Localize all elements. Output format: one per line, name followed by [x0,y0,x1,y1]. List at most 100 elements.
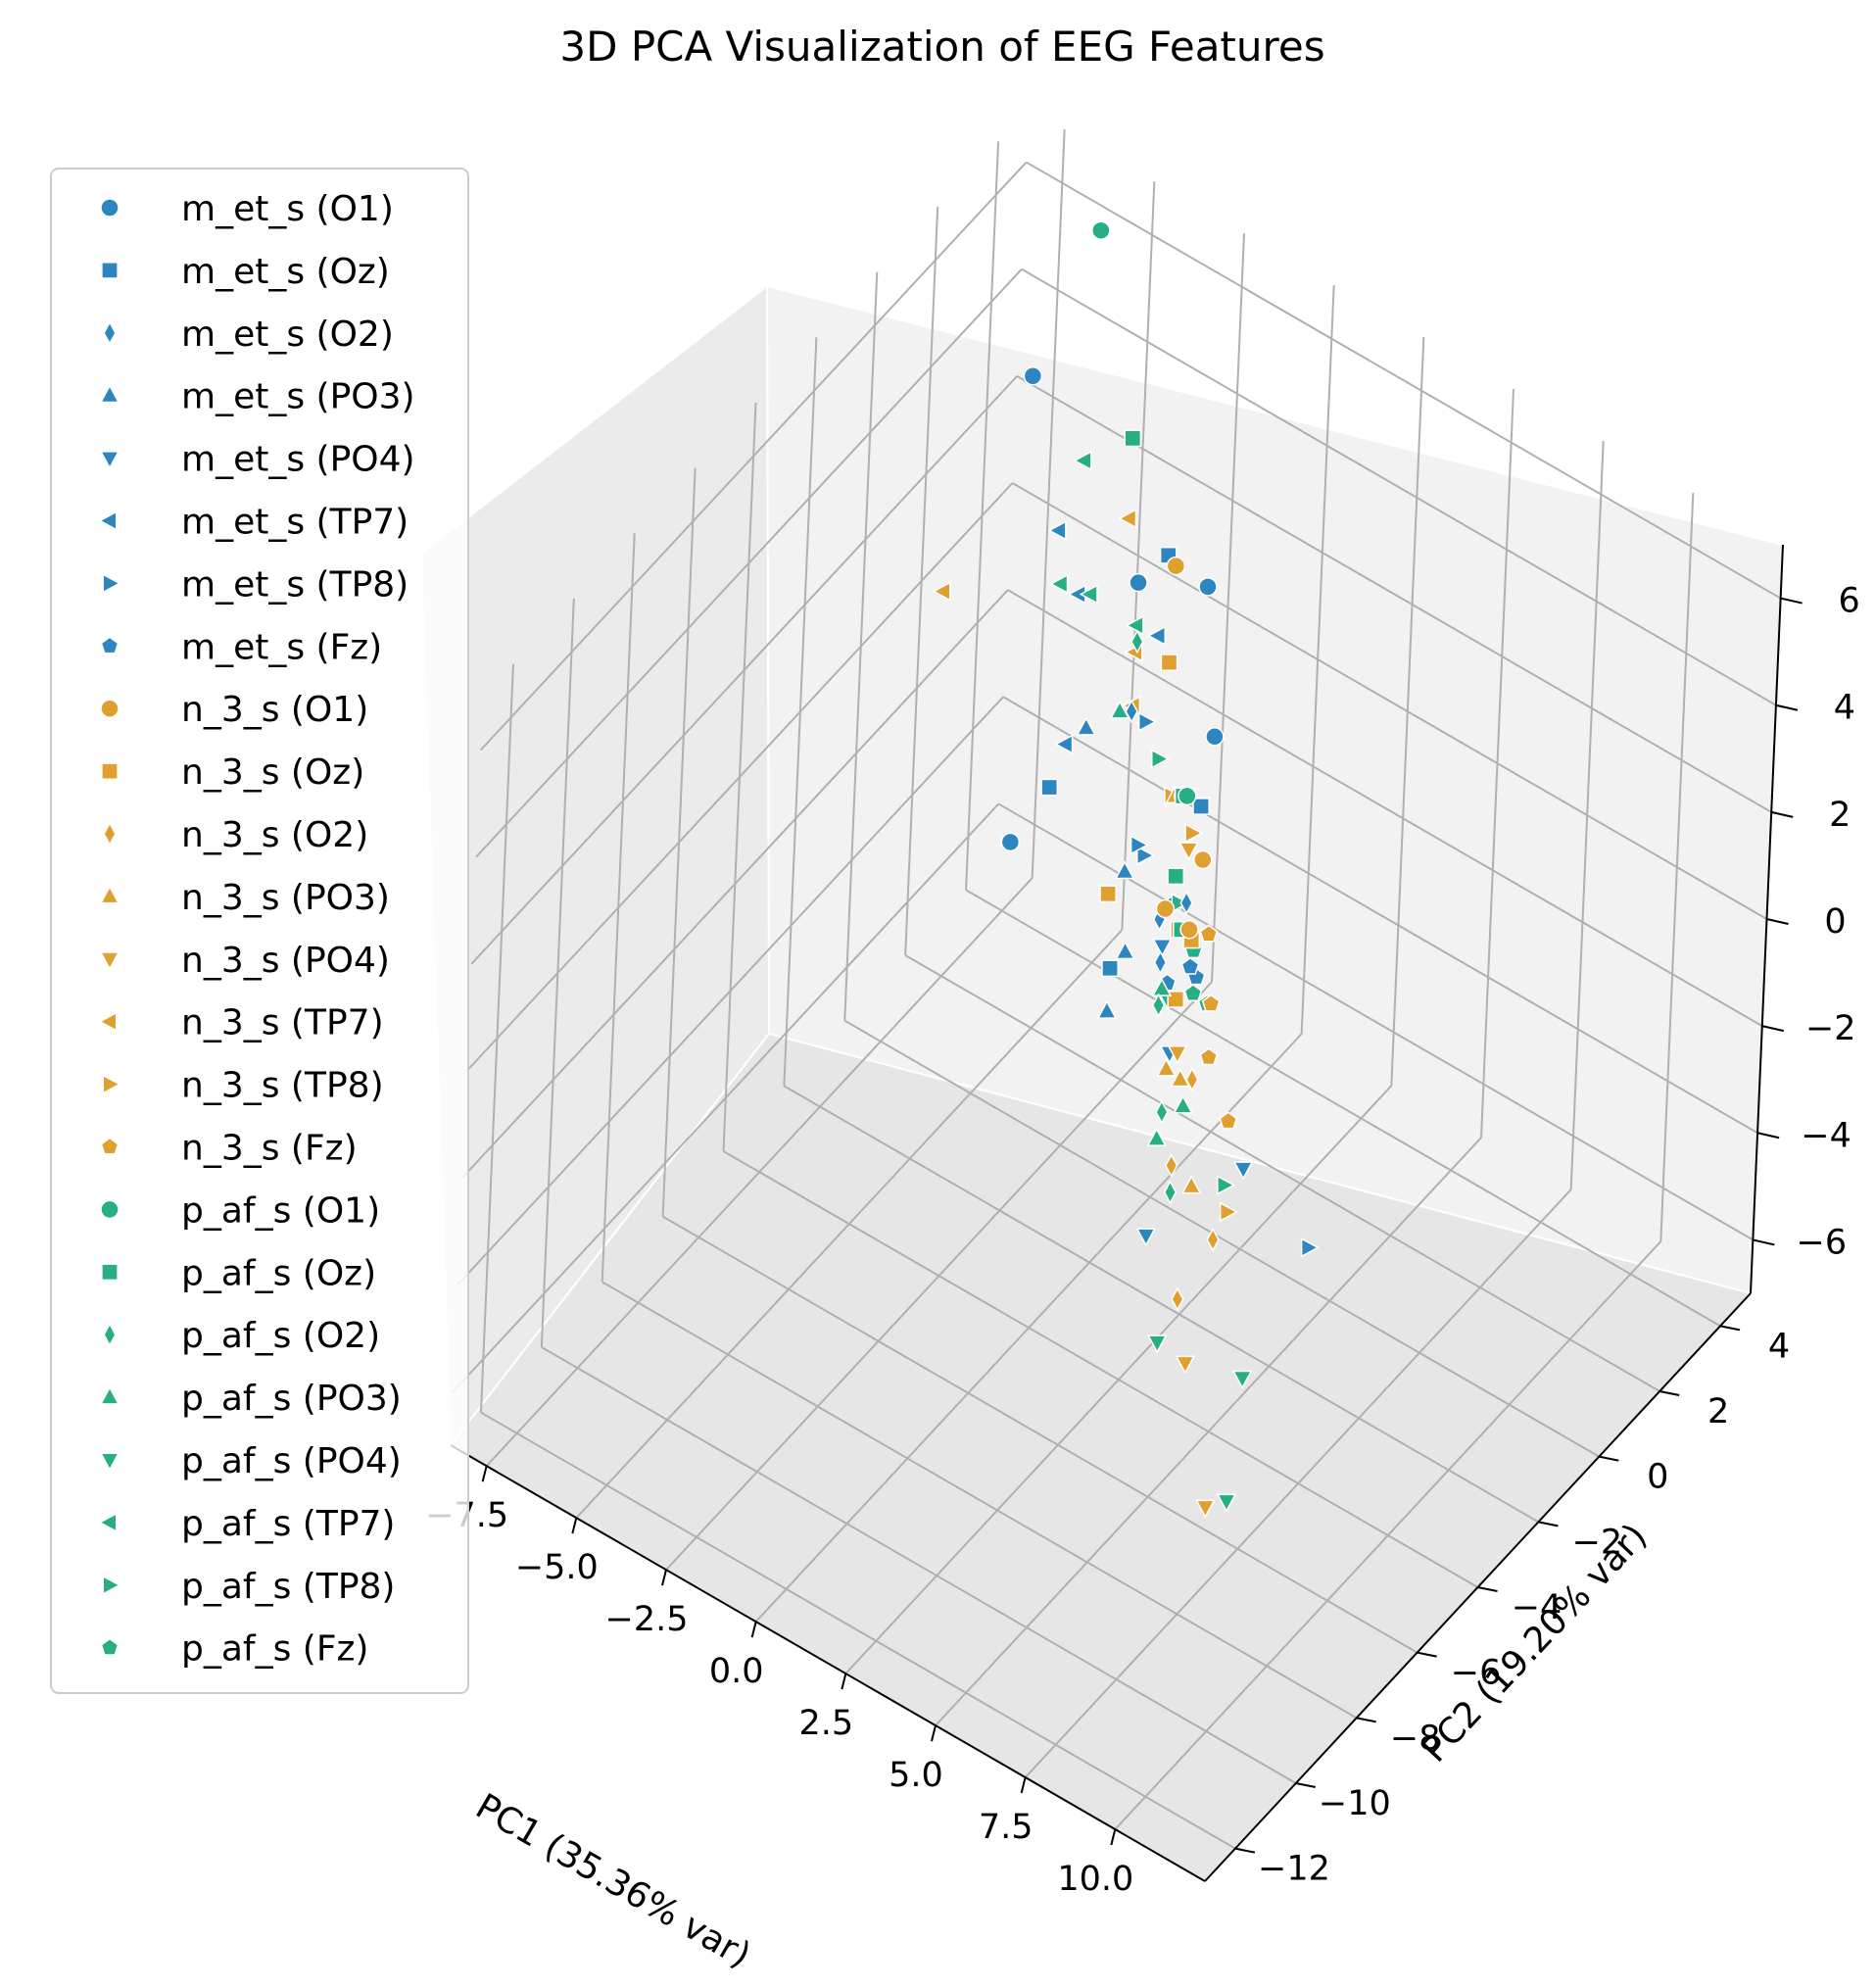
legend-label: p_af_s (TP8) [181,1567,395,1607]
legend-marker [101,1263,119,1282]
data-point [1166,556,1186,576]
y-grid-floor [904,954,1660,1392]
data-point [1205,727,1225,747]
y-grid-floor [480,1411,1236,1850]
legend-label: n_3_s (PO4) [181,941,390,981]
legend-label: p_af_s (O2) [181,1316,380,1356]
z-tick-label: 2 [1829,796,1851,835]
legend-label: m_et_s (O2) [181,315,394,355]
x-tick-label: 7.5 [979,1808,1034,1847]
y-grid-floor [965,889,1721,1328]
legend-label: n_3_s (Fz) [181,1129,358,1169]
legend-marker [103,1322,117,1347]
data-point [1047,520,1067,541]
legend-marker [100,636,120,655]
legend-label: m_et_s (O1) [181,189,394,229]
x-tick [931,1724,937,1742]
legend-marker [99,885,120,904]
x-tick [661,1569,667,1586]
legend-label: p_af_s (Oz) [181,1253,376,1293]
data-point [1164,1153,1178,1178]
x-tick [481,1465,488,1482]
data-point [1101,959,1119,978]
y-tick [1659,1390,1680,1396]
legend-marker [99,1452,120,1472]
data-point [1179,891,1193,915]
data-point [1185,1067,1199,1092]
x-tick-label: 5.0 [889,1756,943,1795]
z-tick-label: 4 [1834,689,1855,728]
y-tick-label: 4 [1768,1327,1790,1366]
legend-marker [99,951,120,971]
legend-label: p_af_s (PO4) [181,1441,402,1481]
legend-label: n_3_s (O1) [181,690,368,730]
data-point [1180,956,1200,975]
legend-label: m_et_s (TP8) [181,564,409,605]
data-point [1300,1237,1320,1258]
z-tick [1780,597,1803,605]
data-point [1180,1175,1202,1194]
data-point [1152,939,1173,957]
data-point [1146,1334,1168,1354]
data-point [1184,823,1204,844]
legend-marker [102,1575,121,1596]
z-grid-side [457,696,1004,1285]
legend-marker [100,1637,120,1656]
data-point [1178,842,1199,861]
legend-marker [101,762,119,780]
chart-title: 3D PCA Visualization of EEG Features [559,23,1324,71]
y-tick [1417,1651,1437,1658]
legend-label: m_et_s (Fz) [181,627,382,667]
legend-label: n_3_s (PO3) [181,878,390,918]
y-tick [1538,1521,1559,1527]
data-point [1219,1201,1238,1223]
z-grid-back [1007,589,1763,1028]
data-point [1147,625,1167,647]
y-tick-label: −4 [1512,1588,1562,1627]
grid-lines [452,129,1782,1850]
y-tick-label: −6 [1451,1654,1502,1693]
legend-marker [98,510,118,531]
z-tick-label: −2 [1805,1009,1856,1048]
x-tick [750,1621,757,1638]
data-point [1153,949,1168,975]
x-tick-label: 0.0 [709,1652,764,1691]
legend-label: m_et_s (TP7) [181,503,409,543]
x-tick [841,1673,847,1690]
legend-label: p_af_s (O1) [181,1190,380,1231]
z-grid-back [1002,696,1758,1135]
z-grid-back [1021,267,1777,706]
legend-marker [98,1011,118,1032]
data-point [1179,920,1199,940]
data-point [1199,1047,1219,1066]
data-point [1232,1161,1254,1181]
y-grid-floor [601,1281,1358,1720]
legend-label: p_af_s (Fz) [181,1629,368,1670]
data-point [1155,1099,1169,1125]
data-point [1167,991,1185,1008]
data-point [1206,1227,1220,1252]
data-point [1109,700,1130,719]
y-tick [1234,1847,1256,1854]
data-point [1231,1370,1253,1389]
legend-marker [100,1137,120,1155]
legend-label: m_et_s (PO4) [181,440,415,480]
data-point [1171,1286,1184,1312]
legend-marker [100,1199,120,1220]
y-grid-floor [843,1019,1600,1458]
data-point [932,581,951,602]
z-tick-label: −4 [1801,1116,1851,1155]
data-point [1146,1127,1167,1146]
data-point [1219,1111,1238,1130]
z-grid-back [1011,482,1768,920]
legend-label: p_af_s (PO3) [181,1379,402,1419]
x-tick-label: −2.5 [605,1600,689,1639]
z-grid-side [470,375,1018,965]
data-point [1136,845,1156,866]
data-point [1170,1068,1191,1088]
data-point [1217,1175,1236,1195]
data-point [1054,734,1074,754]
data-point [1135,1228,1157,1247]
legend-marker [101,262,119,279]
z-tick [1761,1025,1785,1033]
